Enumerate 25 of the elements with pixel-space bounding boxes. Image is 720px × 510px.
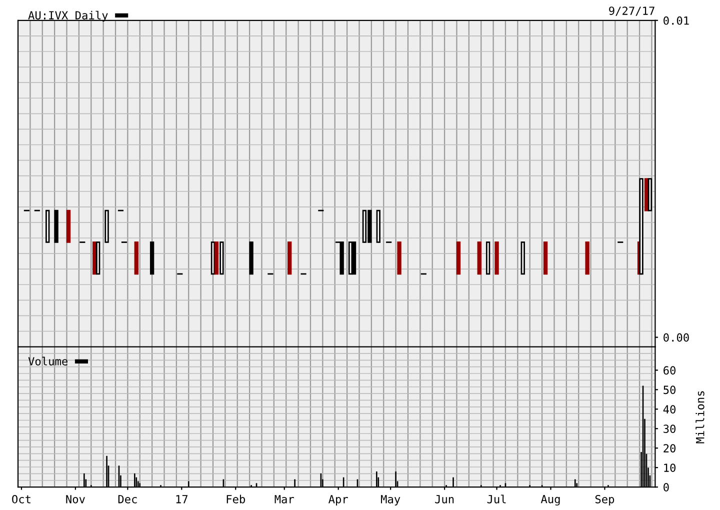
- y-tick-label: 0: [664, 483, 669, 492]
- x-tick-label: Sep: [595, 494, 614, 506]
- x-tick-label: Apr: [328, 495, 348, 506]
- x-tick-label: May: [381, 495, 400, 506]
- y-tick-label: 20: [664, 444, 676, 452]
- x-tick-label: Oct: [12, 494, 30, 504]
- x-tick-label: Jul: [487, 494, 506, 504]
- y-axis-title: Millions: [696, 391, 704, 444]
- x-tick-label: Aug: [540, 495, 560, 506]
- y-tick-label: 60: [664, 366, 676, 375]
- x-tick-label: Nov: [66, 495, 85, 504]
- legend-label: AU:IVX Daily: [28, 10, 108, 22]
- y-tick-label: 0.01: [664, 16, 689, 25]
- y-tick-label: 30: [664, 424, 676, 434]
- x-tick-label: Feb: [226, 494, 245, 504]
- text: 9/27/17: [609, 6, 654, 16]
- y-tick-label: 50: [664, 386, 676, 394]
- x-tick-label: Jun: [435, 495, 454, 504]
- x-tick-label: 17: [176, 495, 188, 504]
- x-tick-label: Mar: [274, 495, 294, 504]
- x-tick-label: Dec: [118, 495, 137, 504]
- legend-label: Volume: [28, 356, 68, 366]
- y-tick-label: 10: [664, 464, 676, 472]
- y-tick-label: 40: [663, 405, 676, 414]
- y-tick-label: 0.00: [664, 333, 689, 342]
